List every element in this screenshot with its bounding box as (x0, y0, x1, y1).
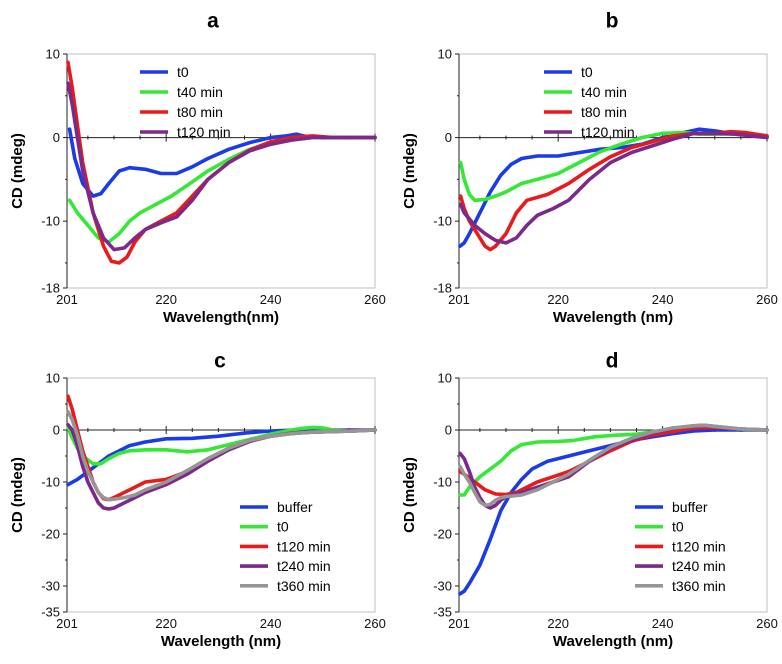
legend-label: t80 min (581, 104, 627, 120)
x-tick-label: 260 (756, 616, 778, 631)
legend: buffer t0 t120 min t240 min t360 min (240, 499, 331, 594)
legend-label: t40 min (177, 84, 223, 100)
x-axis-label: Wavelength(nm) (163, 309, 279, 326)
legend-label: t0 (277, 519, 289, 535)
panel-label: d (606, 350, 619, 373)
legend-label: t120 min (177, 124, 231, 140)
y-axis-label: CD (mdeg) (401, 133, 418, 209)
legend-label: buffer (277, 499, 313, 515)
legend-label: t240 min (672, 558, 726, 574)
x-axis-label: Wavelength (nm) (553, 309, 673, 326)
series-line-t120-min (458, 425, 769, 497)
y-tick-label: -10 (41, 475, 60, 490)
y-tick-label: -35 (433, 605, 452, 620)
x-tick-label: 201 (56, 292, 78, 307)
series-line-t0 (458, 127, 769, 248)
y-tick-label: 0 (53, 130, 60, 145)
legend: buffer t0 t120 min t240 min t360 min (635, 499, 726, 594)
y-tick-label: -18 (41, 281, 60, 296)
chart-panel-c: c 201 220 240 260 10 0 -10 -20 -30 -35 Wavelength (… (9, 350, 386, 650)
series-line-buffer (458, 428, 769, 596)
x-tick-label: 201 (448, 292, 470, 307)
panel-label: a (207, 10, 219, 33)
x-tick-label: 201 (448, 616, 470, 631)
series-line-buffer (66, 428, 377, 487)
legend-label: t120 min (581, 124, 635, 140)
y-tick-label: -30 (433, 579, 452, 594)
legend-label: t120 min (672, 538, 726, 554)
legend-label: t40 min (581, 84, 627, 100)
x-tick-label: 220 (155, 616, 177, 631)
y-tick-label: 10 (438, 371, 452, 386)
chart-panel-a: a 201 220 240 260 10 0 -10 -18 Wavelength(nm) CD (… (9, 10, 386, 326)
x-tick-label: 220 (155, 292, 177, 307)
x-tick-label: 260 (364, 292, 386, 307)
y-tick-label: -10 (433, 214, 452, 229)
series-line-t120-min (458, 131, 769, 245)
y-tick-label: -18 (433, 281, 452, 296)
legend-label: t360 min (672, 578, 726, 594)
y-axis-label: CD (mdeg) (9, 133, 26, 209)
x-tick-label: 220 (547, 292, 569, 307)
panel-label: b (606, 10, 619, 33)
y-tick-label: -10 (41, 214, 60, 229)
y-tick-label: 0 (445, 423, 452, 438)
legend-label: t0 (581, 64, 593, 80)
panel-label: c (214, 350, 226, 373)
y-tick-label: 10 (46, 371, 60, 386)
x-tick-label: 201 (56, 616, 78, 631)
y-tick-label: 10 (438, 47, 452, 62)
y-tick-label: -30 (41, 579, 60, 594)
y-tick-label: -35 (41, 605, 60, 620)
legend-label: t120 min (277, 538, 331, 554)
legend: t0 t40 min t80 min t120 min (140, 64, 231, 140)
x-tick-label: 240 (652, 292, 674, 307)
series-line-t0 (458, 424, 769, 497)
x-tick-label: 260 (756, 292, 778, 307)
x-tick-label: 260 (364, 616, 386, 631)
x-axis-label: Wavelength (nm) (161, 633, 281, 650)
x-tick-label: 220 (547, 616, 569, 631)
series-line-t40-min (458, 130, 769, 203)
legend-label: buffer (672, 499, 708, 515)
x-tick-label: 240 (260, 292, 282, 307)
legend-label: t360 min (277, 578, 331, 594)
y-tick-label: 0 (53, 423, 60, 438)
series-line-t120-min (66, 81, 377, 252)
y-tick-label: 0 (445, 130, 452, 145)
y-tick-label: 10 (46, 47, 60, 62)
y-axis-label: CD (mdeg) (401, 457, 418, 533)
series-line-t0 (66, 425, 377, 466)
y-tick-label: -10 (433, 475, 452, 490)
legend: t0 t40 min t80 min t120 min (544, 64, 635, 140)
x-axis-label: Wavelength (nm) (553, 633, 673, 650)
chart-panel-d: d 201 220 240 260 10 0 -10 -20 -30 -35 Wavelength (… (401, 350, 778, 650)
y-tick-label: -20 (41, 527, 60, 542)
legend-label: t240 min (277, 558, 331, 574)
chart-panel-b: b 201 220 240 260 10 0 -10 -18 Wavelength (nm) CD … (401, 10, 778, 326)
legend-label: t80 min (177, 104, 223, 120)
y-tick-label: -20 (433, 527, 452, 542)
x-tick-label: 240 (652, 616, 674, 631)
series-line-t360-min (458, 423, 769, 508)
x-tick-label: 240 (260, 616, 282, 631)
y-axis-label: CD (mdeg) (9, 457, 26, 533)
series-line-t360-min (66, 410, 377, 502)
legend-label: t0 (177, 64, 189, 80)
legend-label: t0 (672, 519, 684, 535)
